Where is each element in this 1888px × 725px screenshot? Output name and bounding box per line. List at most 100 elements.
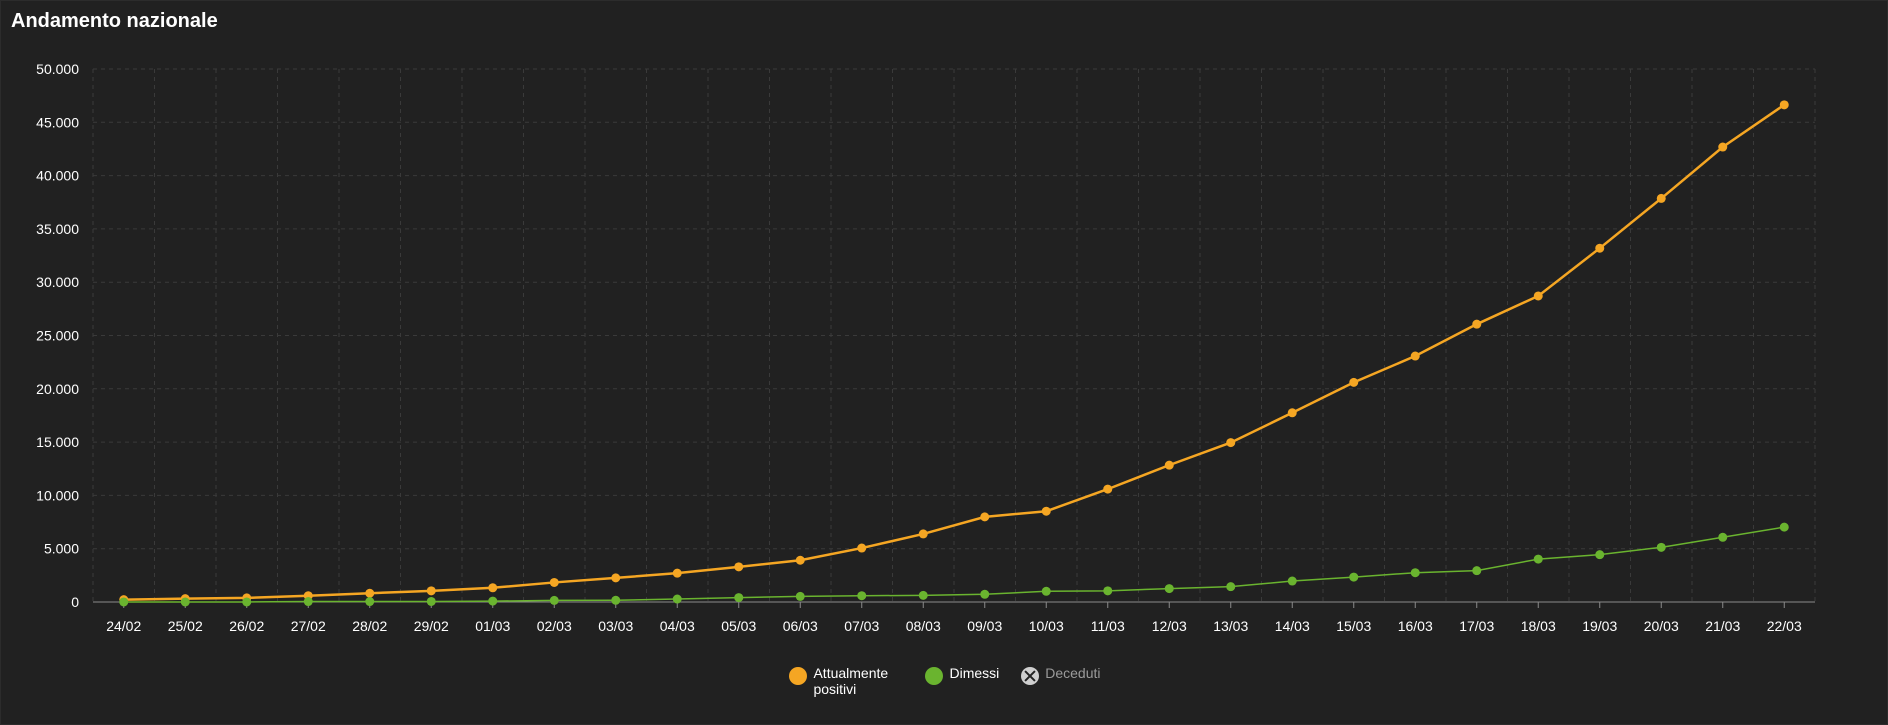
x-tick-label: 12/03 bbox=[1152, 618, 1187, 634]
data-point-attualmente-positivi bbox=[1410, 351, 1420, 361]
x-tick-label: 08/03 bbox=[906, 618, 941, 634]
data-point-attualmente-positivi bbox=[1287, 408, 1297, 418]
data-point-attualmente-positivi bbox=[426, 586, 436, 596]
x-tick-label: 21/03 bbox=[1705, 618, 1740, 634]
x-tick-label: 10/03 bbox=[1029, 618, 1064, 634]
y-tick-label: 5.000 bbox=[44, 541, 79, 557]
data-point-dimessi bbox=[918, 590, 928, 600]
data-point-dimessi bbox=[1226, 582, 1236, 592]
legend-marker-icon bbox=[789, 667, 808, 685]
data-point-attualmente-positivi bbox=[611, 573, 621, 583]
data-point-dimessi bbox=[734, 593, 744, 603]
data-point-dimessi bbox=[1349, 572, 1359, 582]
data-point-dimessi bbox=[611, 595, 621, 605]
x-tick-label: 07/03 bbox=[844, 618, 879, 634]
data-point-attualmente-positivi bbox=[1779, 100, 1789, 110]
x-tick-label: 29/02 bbox=[414, 618, 449, 634]
data-point-dimessi bbox=[1103, 586, 1113, 596]
data-point-dimessi bbox=[303, 597, 313, 607]
series-line-dimessi bbox=[123, 526, 1785, 603]
data-point-attualmente-positivi bbox=[549, 577, 559, 587]
data-point-attualmente-positivi bbox=[1718, 142, 1728, 152]
x-tick-label: 28/02 bbox=[352, 618, 387, 634]
data-point-dimessi bbox=[242, 597, 252, 607]
legend-label: Dimessi bbox=[949, 665, 1000, 681]
data-point-attualmente-positivi bbox=[1595, 243, 1605, 253]
legend-hidden-icon bbox=[1021, 667, 1040, 685]
data-point-attualmente-positivi bbox=[980, 512, 990, 522]
x-tick-label: 11/03 bbox=[1091, 618, 1125, 634]
data-point-dimessi bbox=[488, 596, 498, 606]
y-tick-label: 0 bbox=[71, 594, 79, 610]
data-point-attualmente-positivi bbox=[918, 529, 928, 539]
data-point-attualmente-positivi bbox=[1349, 377, 1359, 387]
data-point-dimessi bbox=[180, 597, 190, 607]
x-tick-label: 19/03 bbox=[1582, 618, 1617, 634]
data-point-attualmente-positivi bbox=[1656, 193, 1666, 203]
data-point-dimessi bbox=[1041, 586, 1051, 596]
data-point-dimessi bbox=[1533, 554, 1543, 564]
data-point-dimessi bbox=[795, 591, 805, 601]
x-tick-label: 25/02 bbox=[168, 618, 203, 634]
data-point-attualmente-positivi bbox=[672, 568, 682, 578]
x-tick-label: 16/03 bbox=[1398, 618, 1433, 634]
data-point-dimessi bbox=[1410, 568, 1420, 578]
x-tick-label: 04/03 bbox=[660, 618, 695, 634]
x-tick-label: 17/03 bbox=[1459, 618, 1494, 634]
x-tick-label: 15/03 bbox=[1336, 618, 1371, 634]
y-tick-label: 30.000 bbox=[36, 274, 79, 290]
data-point-dimessi bbox=[1164, 584, 1174, 594]
x-tick-label: 18/03 bbox=[1521, 618, 1556, 634]
data-point-dimessi bbox=[1595, 550, 1605, 560]
x-tick-label: 03/03 bbox=[598, 618, 633, 634]
x-tick-label: 20/03 bbox=[1644, 618, 1679, 634]
data-point-dimessi bbox=[426, 596, 436, 606]
legend-label: Attualmente positivi bbox=[813, 665, 889, 697]
data-point-attualmente-positivi bbox=[734, 562, 744, 572]
data-point-attualmente-positivi bbox=[1164, 460, 1174, 470]
x-tick-label: 22/03 bbox=[1767, 618, 1802, 634]
legend-label: Deceduti bbox=[1045, 665, 1101, 681]
y-tick-label: 15.000 bbox=[36, 434, 79, 450]
legend-marker-icon bbox=[925, 667, 944, 685]
data-point-dimessi bbox=[365, 597, 375, 607]
y-tick-label: 20.000 bbox=[36, 381, 79, 397]
data-point-attualmente-positivi bbox=[365, 588, 375, 598]
x-tick-label: 01/03 bbox=[475, 618, 510, 634]
data-point-dimessi bbox=[1287, 576, 1297, 586]
data-point-attualmente-positivi bbox=[1533, 291, 1543, 301]
data-point-dimessi bbox=[1656, 542, 1666, 552]
data-point-attualmente-positivi bbox=[1103, 484, 1113, 494]
y-tick-label: 35.000 bbox=[36, 221, 79, 237]
y-tick-label: 25.000 bbox=[36, 328, 79, 344]
data-point-attualmente-positivi bbox=[1041, 506, 1051, 516]
x-tick-label: 24/02 bbox=[106, 618, 141, 634]
x-tick-label: 26/02 bbox=[229, 618, 264, 634]
data-point-dimessi bbox=[857, 591, 867, 601]
x-tick-label: 13/03 bbox=[1213, 618, 1248, 634]
data-point-dimessi bbox=[1779, 522, 1789, 532]
y-tick-label: 50.000 bbox=[36, 61, 79, 77]
chart-legend: Attualmente positivi Dimessi Deceduti bbox=[1, 665, 1888, 705]
data-point-dimessi bbox=[672, 594, 682, 604]
y-tick-label: 40.000 bbox=[36, 168, 79, 184]
x-tick-label: 14/03 bbox=[1275, 618, 1310, 634]
data-point-dimessi bbox=[1718, 532, 1728, 542]
legend-item-dimessi[interactable]: Dimessi bbox=[925, 665, 999, 705]
x-tick-label: 02/03 bbox=[537, 618, 572, 634]
data-point-dimessi bbox=[980, 589, 990, 599]
data-point-dimessi bbox=[549, 595, 559, 605]
data-point-dimessi bbox=[1472, 566, 1482, 576]
series-line-attualmente-positivi bbox=[123, 103, 1785, 601]
legend-item-deceduti[interactable]: Deceduti bbox=[1021, 665, 1101, 705]
chart-title: Andamento nazionale bbox=[11, 10, 218, 32]
y-tick-label: 45.000 bbox=[36, 114, 79, 130]
data-point-attualmente-positivi bbox=[795, 555, 805, 565]
data-point-attualmente-positivi bbox=[1472, 319, 1482, 329]
legend-item-attualmente-positivi[interactable]: Attualmente positivi bbox=[789, 665, 903, 705]
data-point-attualmente-positivi bbox=[857, 543, 867, 553]
x-tick-label: 05/03 bbox=[721, 618, 756, 634]
x-tick-label: 27/02 bbox=[291, 618, 326, 634]
x-tick-label: 09/03 bbox=[967, 618, 1002, 634]
